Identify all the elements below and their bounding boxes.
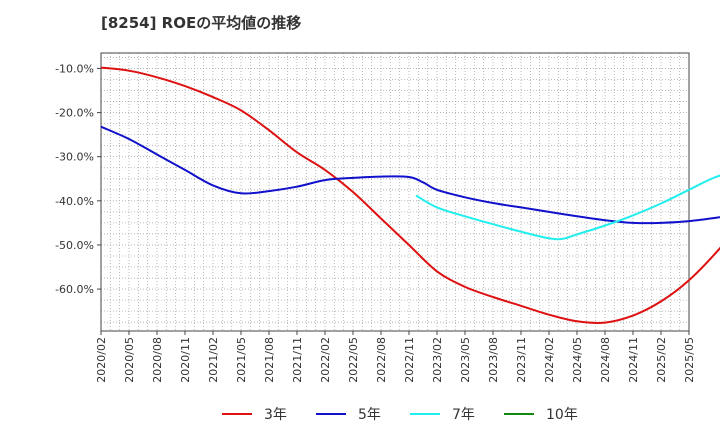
- y-tick-label: -10.0%: [55, 62, 94, 75]
- x-tick-label: 2020/05: [123, 337, 136, 383]
- x-tick-label: 2025/05: [683, 337, 696, 383]
- x-tick-label: 2021/11: [291, 337, 304, 383]
- y-tick-label: -60.0%: [55, 283, 94, 296]
- x-tick-label: 2023/11: [515, 337, 528, 383]
- x-axis-ticks: 2020/02 2020/05 2020/08 2020/11 2021/02 2021/…: [95, 331, 696, 383]
- series-lines: [100, 66, 720, 325]
- x-tick-label: 2022/08: [375, 337, 388, 383]
- y-tick-label: -20.0%: [55, 107, 94, 120]
- legend-label-2: 5年: [358, 407, 381, 423]
- x-tick-label: 2023/02: [431, 337, 444, 383]
- x-tick-label: 2021/02: [207, 337, 220, 383]
- y-tick-label: -50.0%: [55, 239, 94, 252]
- x-tick-label: 2020/11: [179, 337, 192, 383]
- x-tick-label: 2024/05: [571, 337, 584, 383]
- plot-area: [100, 52, 690, 332]
- y-axis-ticks: -10.0% -20.0% -30.0% -40.0% -50.0% -60.0%: [55, 62, 101, 296]
- grid-lines: [100, 53, 690, 331]
- series-line-2: [100, 125, 720, 225]
- x-tick-label: 2024/02: [543, 337, 556, 383]
- legend-label-4: 10年: [546, 407, 578, 423]
- x-tick-label: 2023/08: [487, 337, 500, 383]
- x-tick-label: 2021/05: [235, 337, 248, 383]
- y-tick-label: -30.0%: [55, 151, 94, 164]
- legend: 3年 5年 7年 10年: [222, 407, 578, 423]
- series-line-1: [100, 66, 720, 325]
- series-line-3: [415, 174, 720, 241]
- x-tick-label: 2020/08: [151, 337, 164, 383]
- x-tick-label: 2021/08: [263, 337, 276, 383]
- chart-title: [8254] ROEの平均値の推移: [101, 14, 302, 32]
- y-tick-label: -40.0%: [55, 195, 94, 208]
- x-tick-label: 2024/11: [627, 337, 640, 383]
- x-tick-label: 2020/02: [95, 337, 108, 383]
- x-tick-label: 2024/08: [599, 337, 612, 383]
- x-tick-label: 2022/05: [347, 337, 360, 383]
- x-tick-label: 2025/02: [655, 337, 668, 383]
- x-tick-label: 2022/02: [319, 337, 332, 383]
- legend-label-1: 3年: [264, 407, 287, 423]
- legend-label-3: 7年: [452, 407, 475, 423]
- x-tick-label: 2023/05: [459, 337, 472, 383]
- x-tick-label: 2022/11: [403, 337, 416, 383]
